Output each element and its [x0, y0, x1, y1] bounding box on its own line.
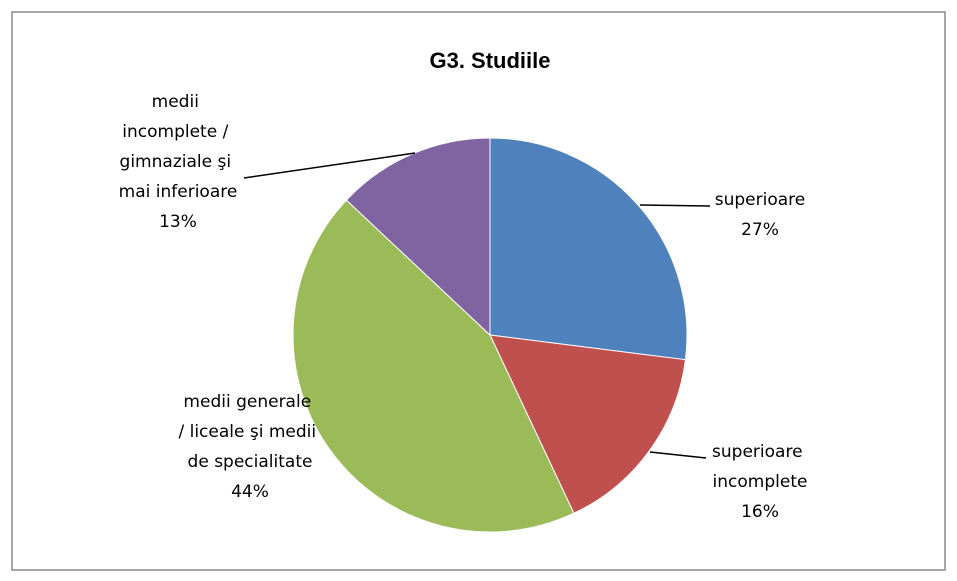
slice-value-label: 16% — [741, 502, 779, 522]
slice-value-label: 13% — [159, 212, 197, 232]
slice-label: medii incomplete / gimnaziale şi mai inf… — [119, 92, 238, 202]
slice-label: superioare — [715, 190, 806, 210]
slice-label: superioare incomplete — [712, 442, 808, 492]
pie-slice — [489, 137, 688, 361]
leader-line — [639, 204, 711, 207]
pie-slice — [489, 334, 687, 514]
slice-label: medii generale / liceale şi medii de spe… — [178, 392, 321, 472]
leader-line — [243, 152, 416, 179]
slice-value-label: 44% — [231, 482, 269, 502]
slice-value-label: 27% — [741, 220, 779, 240]
chart-title: G3. Studiile — [429, 48, 550, 73]
leader-line — [649, 451, 707, 459]
pie-slice — [292, 199, 575, 533]
